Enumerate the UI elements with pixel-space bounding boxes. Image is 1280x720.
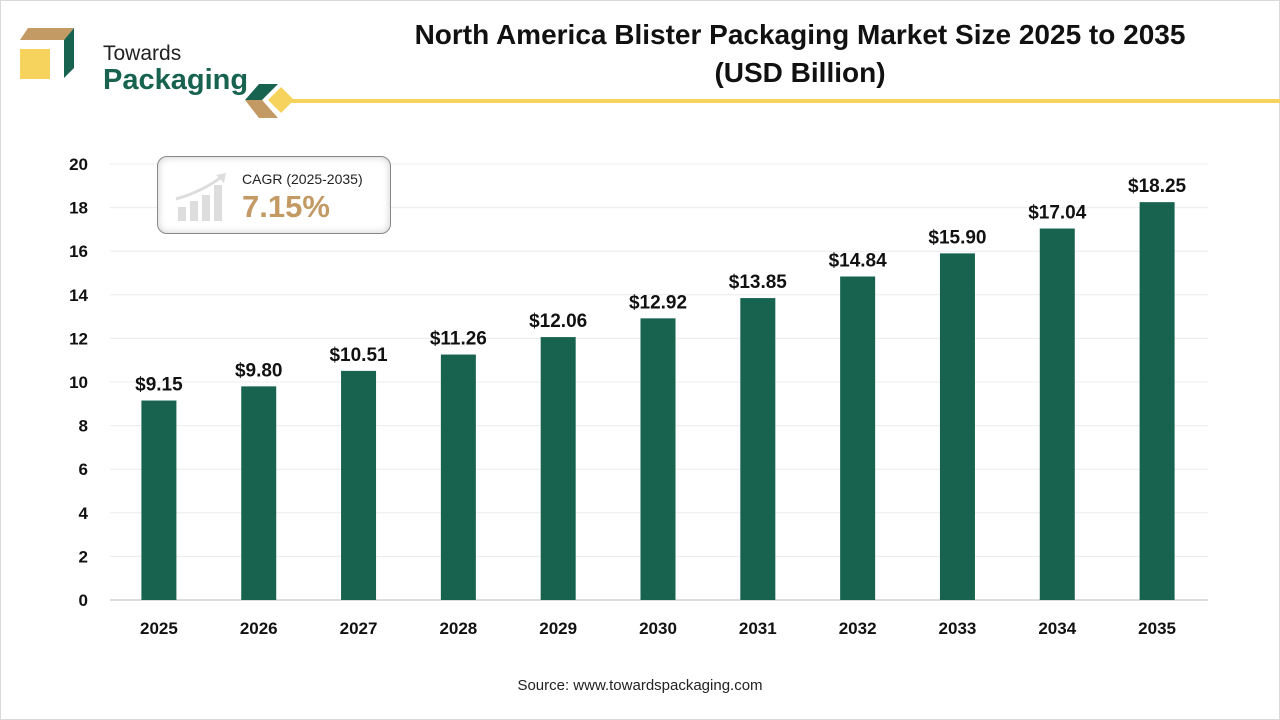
data-label: $11.26 (430, 329, 487, 350)
data-label: $12.06 (529, 311, 587, 332)
data-label: $9.15 (135, 375, 183, 396)
bar (1039, 228, 1075, 600)
y-tick-label: 4 (79, 504, 89, 523)
x-tick-label: 2033 (939, 619, 977, 638)
y-tick-label: 20 (69, 155, 88, 174)
x-tick-label: 2025 (140, 619, 178, 638)
data-label: $13.85 (729, 272, 788, 293)
data-label: $10.51 (329, 345, 388, 366)
bar (341, 370, 377, 600)
x-tick-label: 2028 (439, 619, 477, 638)
cagr-label: CAGR (2025-2035) (242, 171, 363, 187)
data-label: $17.04 (1028, 203, 1087, 224)
data-label: $15.90 (928, 227, 986, 248)
bar (1139, 202, 1175, 600)
y-tick-label: 0 (79, 591, 88, 610)
x-tick-label: 2029 (539, 619, 577, 638)
y-tick-label: 18 (69, 199, 88, 218)
x-tick-label: 2032 (839, 619, 877, 638)
bar (740, 298, 776, 600)
y-tick-label: 16 (69, 242, 88, 261)
y-tick-label: 2 (79, 547, 88, 566)
x-tick-label: 2034 (1038, 619, 1076, 638)
title-line1: North America Blister Packaging Market S… (414, 19, 1186, 50)
decor-diamond-icon (245, 84, 294, 118)
y-tick-label: 8 (79, 417, 88, 436)
y-tick-label: 10 (69, 373, 88, 392)
y-tick-label: 12 (69, 329, 88, 348)
x-tick-label: 2031 (739, 619, 777, 638)
growth-chart-icon (175, 173, 226, 221)
y-tick-label: 6 (79, 460, 88, 479)
cagr-value: 7.15% (242, 189, 330, 224)
x-tick-label: 2030 (639, 619, 677, 638)
brand-logo: Towards Packaging (18, 22, 248, 96)
title-line2: (USD Billion) (714, 57, 886, 88)
source-text: Source: www.towardspackaging.com (517, 677, 763, 694)
bar (141, 400, 177, 600)
bar (840, 276, 876, 600)
bar (241, 386, 277, 600)
x-tick-label: 2027 (340, 619, 378, 638)
x-tick-label: 2026 (240, 619, 278, 638)
x-tick-label: 2035 (1138, 619, 1176, 638)
data-label: $12.92 (629, 292, 687, 313)
bar (939, 253, 975, 600)
cagr-box: CAGR (2025-2035) 7.15% (157, 156, 391, 234)
bar (440, 354, 476, 600)
brand-line2: Packaging (103, 64, 249, 96)
bar (640, 318, 676, 600)
brand-line1: Towards (103, 42, 182, 65)
y-tick-label: 14 (69, 286, 88, 305)
data-label: $9.80 (235, 360, 283, 381)
bar (540, 337, 576, 600)
title-underline (290, 99, 1280, 103)
data-label: $18.25 (1128, 176, 1187, 197)
chart-title: North America Blister Packaging Market S… (300, 16, 1280, 92)
box-logo-icon (20, 28, 74, 79)
data-label: $14.84 (829, 250, 888, 271)
